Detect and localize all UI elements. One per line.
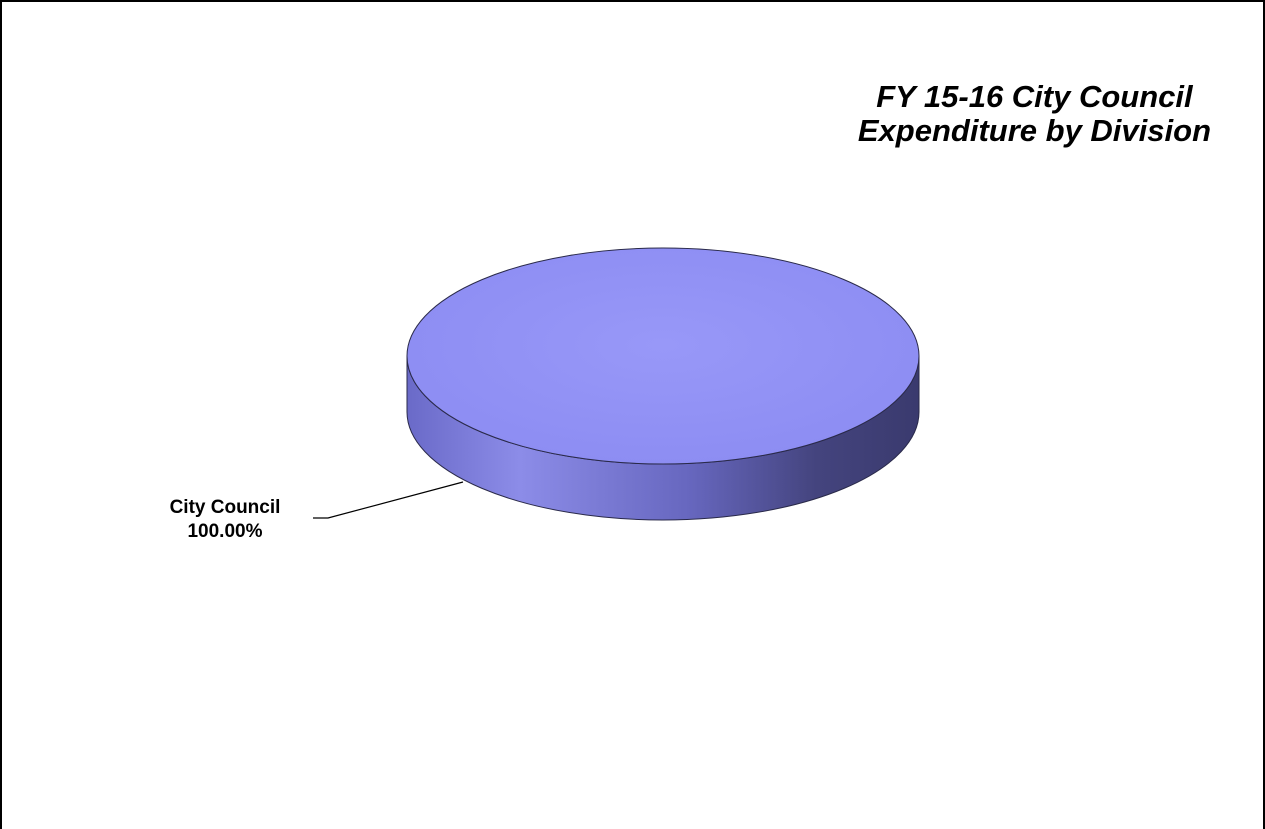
chart-title-line-1: FY 15-16 City Council [876,79,1193,114]
slice-label-name: City Council [169,497,281,518]
pie-slice-top [406,247,920,465]
slice-label-percent: 100.00% [187,521,263,542]
chart-title: FY 15-16 City Council Expenditure by Div… [858,80,1211,148]
chart-title-line-2: Expenditure by Division [857,113,1211,148]
slice-label: City Council 100.00% [130,496,320,544]
slice-leader-line [313,481,464,519]
